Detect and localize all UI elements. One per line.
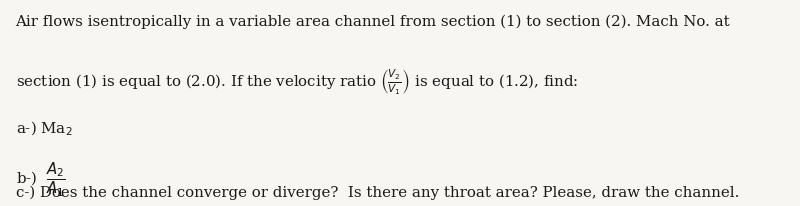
Text: section (1) is equal to (2.0). If the velocity ratio $\left(\frac{V_2}{V_1}\righ: section (1) is equal to (2.0). If the ve… (15, 68, 578, 97)
Text: c-) Does the channel converge or diverge?  Is there any throat area? Please, dra: c-) Does the channel converge or diverge… (15, 185, 739, 200)
Text: a-) Ma$_2$: a-) Ma$_2$ (15, 119, 72, 138)
Text: b-)  $\dfrac{A_2}{A_1}$: b-) $\dfrac{A_2}{A_1}$ (15, 161, 65, 199)
Text: Air flows isentropically in a variable area channel from section (1) to section : Air flows isentropically in a variable a… (15, 14, 730, 29)
